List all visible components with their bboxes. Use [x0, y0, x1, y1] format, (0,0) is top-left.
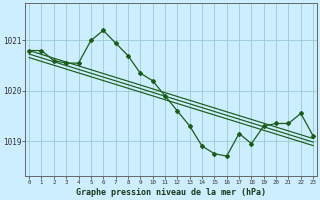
X-axis label: Graphe pression niveau de la mer (hPa): Graphe pression niveau de la mer (hPa) — [76, 188, 266, 197]
